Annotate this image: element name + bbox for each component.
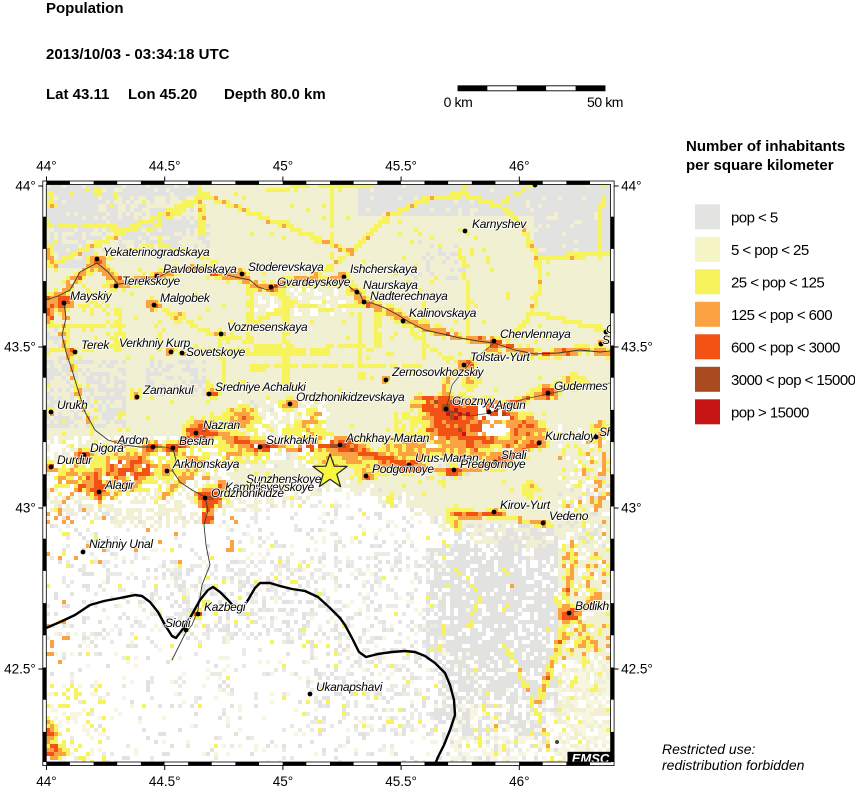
svg-text:Verkhniy Kurp: Verkhniy Kurp (119, 336, 191, 350)
svg-text:pop > 15000: pop > 15000 (731, 404, 809, 421)
svg-text:Ardon: Ardon (116, 433, 148, 447)
svg-text:Nizhniy Unal: Nizhniy Unal (89, 537, 153, 551)
svg-text:Shurag: Shurag (599, 425, 637, 439)
svg-text:redistribution forbidden: redistribution forbidden (662, 757, 805, 773)
svg-text:43.5°: 43.5° (4, 340, 36, 355)
svg-text:Stoderevskaya: Stoderevskaya (248, 260, 324, 274)
svg-text:42.5°: 42.5° (621, 662, 653, 677)
svg-text:pop < 5: pop < 5 (731, 209, 778, 226)
svg-text:Groznyy: Groznyy (452, 394, 496, 408)
svg-text:44.5°: 44.5° (149, 159, 181, 174)
svg-text:Lat 43.11: Lat 43.11 (46, 86, 109, 103)
svg-text:Vedeno: Vedeno (549, 509, 589, 523)
svg-text:44°: 44° (621, 179, 641, 194)
svg-text:Kalinovskaya: Kalinovskaya (409, 306, 477, 320)
svg-text:Population: Population (46, 0, 124, 17)
svg-text:Digora: Digora (90, 441, 124, 455)
svg-text:Sunzhenskoye: Sunzhenskoye (246, 472, 322, 486)
svg-text:Achkhay-Martan: Achkhay-Martan (345, 431, 430, 445)
svg-text:45.5°: 45.5° (385, 159, 417, 174)
svg-text:45°: 45° (273, 159, 293, 174)
svg-text:Karnyshev: Karnyshev (472, 217, 527, 231)
svg-text:Voznesenskaya: Voznesenskaya (227, 320, 308, 334)
svg-text:Alagir: Alagir (104, 478, 135, 492)
svg-text:Ukanapshavi: Ukanapshavi (316, 680, 383, 694)
svg-text:Beslan: Beslan (179, 434, 215, 448)
svg-text:Naurskaya: Naurskaya (363, 278, 418, 292)
svg-text:Depth 80.0 km: Depth 80.0 km (224, 86, 326, 103)
svg-text:Botlikh: Botlikh (575, 599, 610, 613)
svg-text:Malgobek: Malgobek (160, 291, 211, 305)
svg-text:44°: 44° (36, 774, 56, 787)
svg-text:600 < pop < 3000: 600 < pop < 3000 (731, 339, 840, 356)
svg-text:Argun: Argun (494, 398, 526, 412)
svg-text:Urukh: Urukh (57, 398, 88, 412)
svg-text:Shn: Shn (602, 333, 623, 347)
svg-text:G: G (606, 322, 615, 336)
svg-text:Kambileyevskoye: Kambileyevskoye (225, 480, 315, 494)
svg-text:Gvardeyskoye: Gvardeyskoye (277, 275, 351, 289)
svg-text:45°: 45° (273, 774, 293, 787)
svg-text:43.5°: 43.5° (621, 340, 653, 355)
svg-text:125 < pop < 600: 125 < pop < 600 (731, 307, 832, 324)
svg-text:Tolstav-Yurt: Tolstav-Yurt (470, 350, 531, 364)
svg-text:Gudermes: Gudermes (554, 379, 608, 393)
svg-text:Terekskoye: Terekskoye (122, 274, 181, 288)
svg-text:43°: 43° (15, 501, 35, 516)
svg-text:Number of inhabitants: Number of inhabitants (686, 138, 845, 155)
svg-text:Sioni: Sioni (165, 616, 191, 630)
svg-text:Terek: Terek (81, 338, 110, 352)
svg-text:Nazran: Nazran (203, 418, 241, 432)
svg-text:Arkhonskaya: Arkhonskaya (172, 457, 240, 471)
svg-text:50 km: 50 km (587, 94, 623, 110)
svg-text:Podgornoye: Podgornoye (372, 462, 434, 476)
svg-text:0 km: 0 km (444, 94, 473, 110)
svg-text:Zernosovkhozskiy: Zernosovkhozskiy (391, 365, 485, 379)
svg-text:46°: 46° (509, 774, 529, 787)
svg-text:Chervlennaya: Chervlennaya (500, 327, 571, 341)
svg-text:Mayskiy: Mayskiy (70, 289, 113, 303)
svg-text:Urus-Martan: Urus-Martan (415, 451, 479, 465)
svg-text:Sovetskoye: Sovetskoye (186, 345, 246, 359)
svg-text:44°: 44° (15, 179, 35, 194)
svg-text:42.5°: 42.5° (4, 662, 36, 677)
svg-text:45.5°: 45.5° (385, 774, 417, 787)
svg-text:44°: 44° (36, 159, 56, 174)
svg-text:Lon 45.20: Lon 45.20 (128, 86, 197, 103)
svg-text:Sredniye Achaluki: Sredniye Achaluki (215, 380, 306, 394)
svg-text:Ordzhonikidze: Ordzhonikidze (211, 486, 284, 500)
svg-text:Yekaterinogradskaya: Yekaterinogradskaya (103, 245, 210, 259)
svg-text:Kirov-Yurt: Kirov-Yurt (500, 498, 551, 512)
svg-text:Kazbegi: Kazbegi (204, 600, 246, 614)
svg-text:25 < pop < 125: 25 < pop < 125 (731, 274, 824, 291)
svg-text:44.5°: 44.5° (149, 774, 181, 787)
svg-text:Ordzhonikidzevskaya: Ordzhonikidzevskaya (296, 390, 405, 404)
svg-text:2013/10/03 - 03:34:18 UTC: 2013/10/03 - 03:34:18 UTC (46, 46, 230, 63)
svg-text:Zamankul: Zamankul (142, 383, 194, 397)
svg-text:5 < pop < 25: 5 < pop < 25 (731, 242, 809, 259)
svg-text:per square kilometer: per square kilometer (686, 157, 834, 174)
svg-text:43°: 43° (621, 501, 641, 516)
svg-text:Ishcherskaya: Ishcherskaya (350, 262, 418, 276)
svg-text:Shali: Shali (501, 448, 527, 462)
svg-text:Kurchaloy: Kurchaloy (545, 429, 597, 443)
svg-text:Nadterechnaya: Nadterechnaya (370, 289, 448, 303)
svg-text:46°: 46° (509, 159, 529, 174)
svg-text:Durdur: Durdur (57, 453, 93, 467)
svg-text:3000 < pop < 15000: 3000 < pop < 15000 (731, 372, 855, 389)
svg-text:Pavlodolskaya: Pavlodolskaya (163, 262, 237, 276)
svg-text:Restricted use:: Restricted use: (662, 741, 755, 757)
svg-text:Predgornoye: Predgornoye (460, 457, 526, 471)
svg-text:Surkhakhi: Surkhakhi (266, 433, 317, 447)
